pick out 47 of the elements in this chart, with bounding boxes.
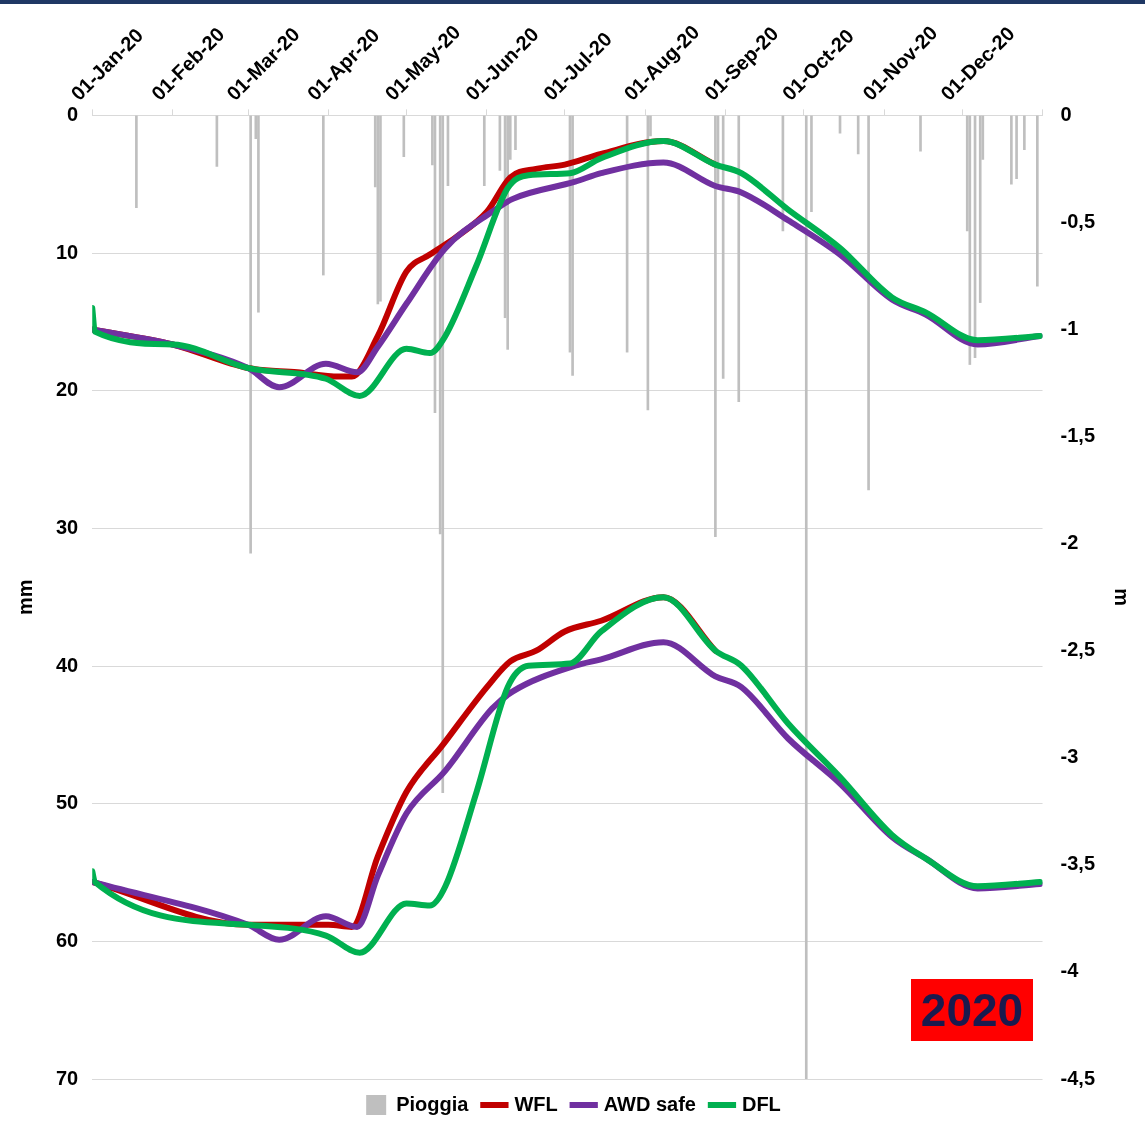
y-axis-title: mm [13, 579, 36, 615]
bar [714, 115, 717, 537]
bar [257, 115, 260, 313]
bar [804, 115, 808, 1079]
y-tick-label: 30 [56, 515, 79, 538]
y-tick-label: 10 [56, 240, 79, 263]
bar [135, 115, 138, 208]
bar [514, 115, 517, 151]
legend-label: DFL [741, 1092, 781, 1115]
bar [1023, 115, 1026, 151]
bar [1036, 115, 1039, 287]
y-tick-label: 70 [56, 1066, 79, 1089]
y2-tick-label: -3,5 [1060, 852, 1096, 875]
bar [919, 115, 922, 152]
bar [867, 115, 870, 491]
y2-axis-title: m [1111, 588, 1134, 607]
y-tick-label: 50 [56, 791, 79, 814]
bar [402, 115, 406, 157]
y2-tick-label: -4,5 [1060, 1066, 1096, 1089]
y2-tick-label: -2 [1060, 531, 1079, 554]
y2-tick-label: -3 [1060, 745, 1079, 768]
y2-tick-label: -2,5 [1060, 638, 1096, 661]
bar [482, 115, 486, 186]
legend-label: WFL [514, 1092, 558, 1115]
y2-tick-label: -4 [1060, 959, 1080, 982]
y2-tick-label: 0 [1060, 102, 1072, 125]
annotation: 2020 [911, 979, 1033, 1041]
bar [441, 115, 445, 793]
bar [1010, 115, 1013, 185]
bar [856, 115, 860, 155]
bar [737, 115, 741, 403]
y2-tick-label: -1 [1060, 317, 1079, 340]
y-tick-label: 0 [67, 102, 79, 125]
legend-label: AWD safe [603, 1092, 696, 1115]
bar [571, 115, 574, 376]
bar [249, 115, 252, 554]
y-tick-label: 20 [56, 378, 79, 401]
bar [1015, 115, 1018, 180]
bar [322, 115, 325, 276]
legend-label: Pioggia [396, 1092, 470, 1115]
y-tick-label: 40 [56, 653, 79, 676]
y-tick-label: 60 [56, 928, 79, 951]
bar [810, 115, 813, 213]
bar [721, 115, 725, 379]
y2-tick-label: -1,5 [1060, 424, 1096, 447]
bar [978, 115, 982, 303]
y2-tick-label: -0,5 [1060, 209, 1096, 232]
